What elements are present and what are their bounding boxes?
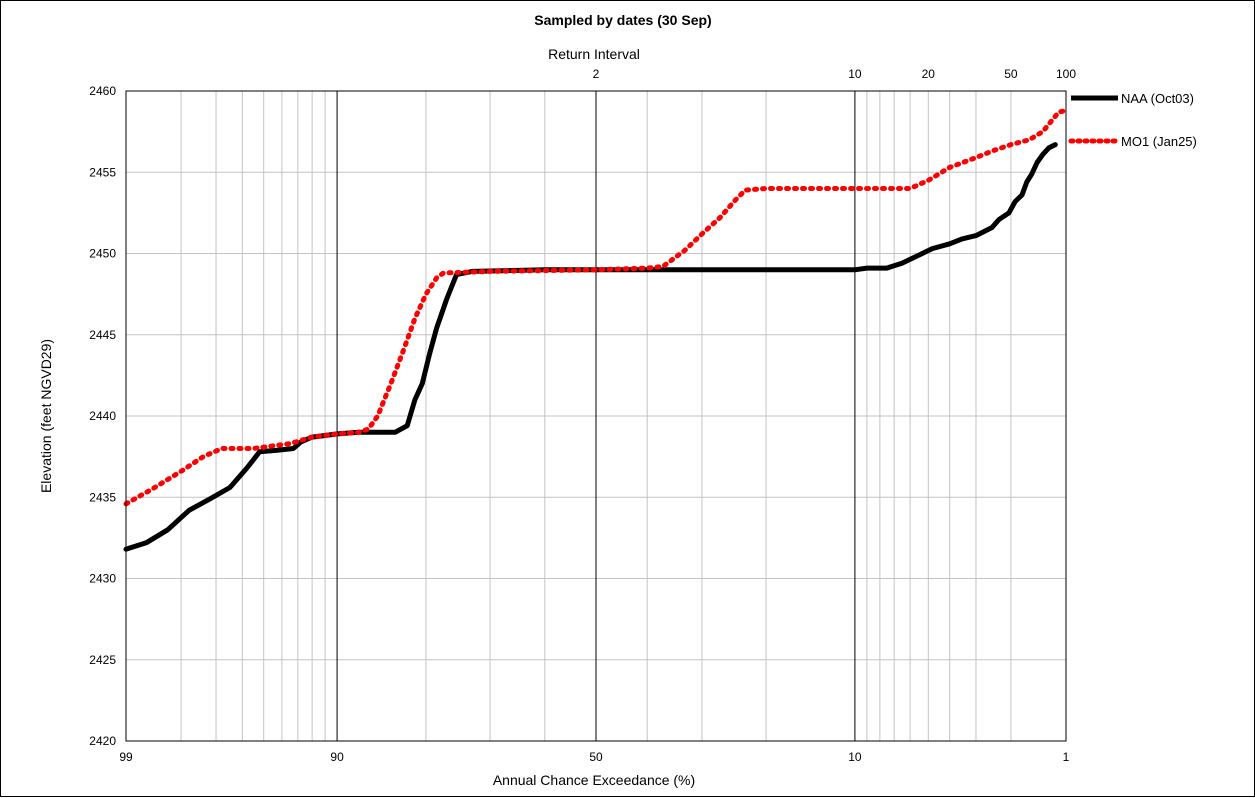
return-interval-tick-label: 2 [593,67,600,81]
y-tick-label: 2440 [89,409,116,423]
legend-label-mo1: MO1 (Jan25) [1121,134,1197,149]
x-tick-label: 1 [1063,750,1070,764]
chart-title: Sampled by dates (30 Sep) [534,12,711,28]
x-tick-label: 99 [119,750,133,764]
x-axis-title: Annual Chance Exceedance (%) [493,772,695,788]
y-tick-label: 2420 [89,734,116,748]
x-tick-label: 10 [848,750,862,764]
y-tick-label: 2460 [89,84,116,98]
x-tick-label: 90 [330,750,344,764]
return-interval-tick-label: 50 [1004,67,1018,81]
y-tick-label: 2450 [89,247,116,261]
legend-label-naa: NAA (Oct03) [1121,91,1194,106]
legend: NAA (Oct03) MO1 (Jan25) [1071,91,1197,149]
return-interval-tick-label: 10 [848,67,862,81]
y-tick-label: 2430 [89,572,116,586]
y-tick-label: 2455 [89,165,116,179]
grid-lines [126,91,1066,741]
y-tick-label: 2435 [89,490,116,504]
series-line-0 [126,145,1055,550]
y-tick-label: 2425 [89,653,116,667]
y-tick-label: 2445 [89,328,116,342]
return-interval-tick-label: 20 [922,67,936,81]
return-interval-axis-title: Return Interval [548,46,640,62]
x-tick-label: 50 [589,750,603,764]
return-interval-tick-label: 100 [1056,67,1076,81]
y-axis-title: Elevation (feet NGVD29) [38,339,54,493]
